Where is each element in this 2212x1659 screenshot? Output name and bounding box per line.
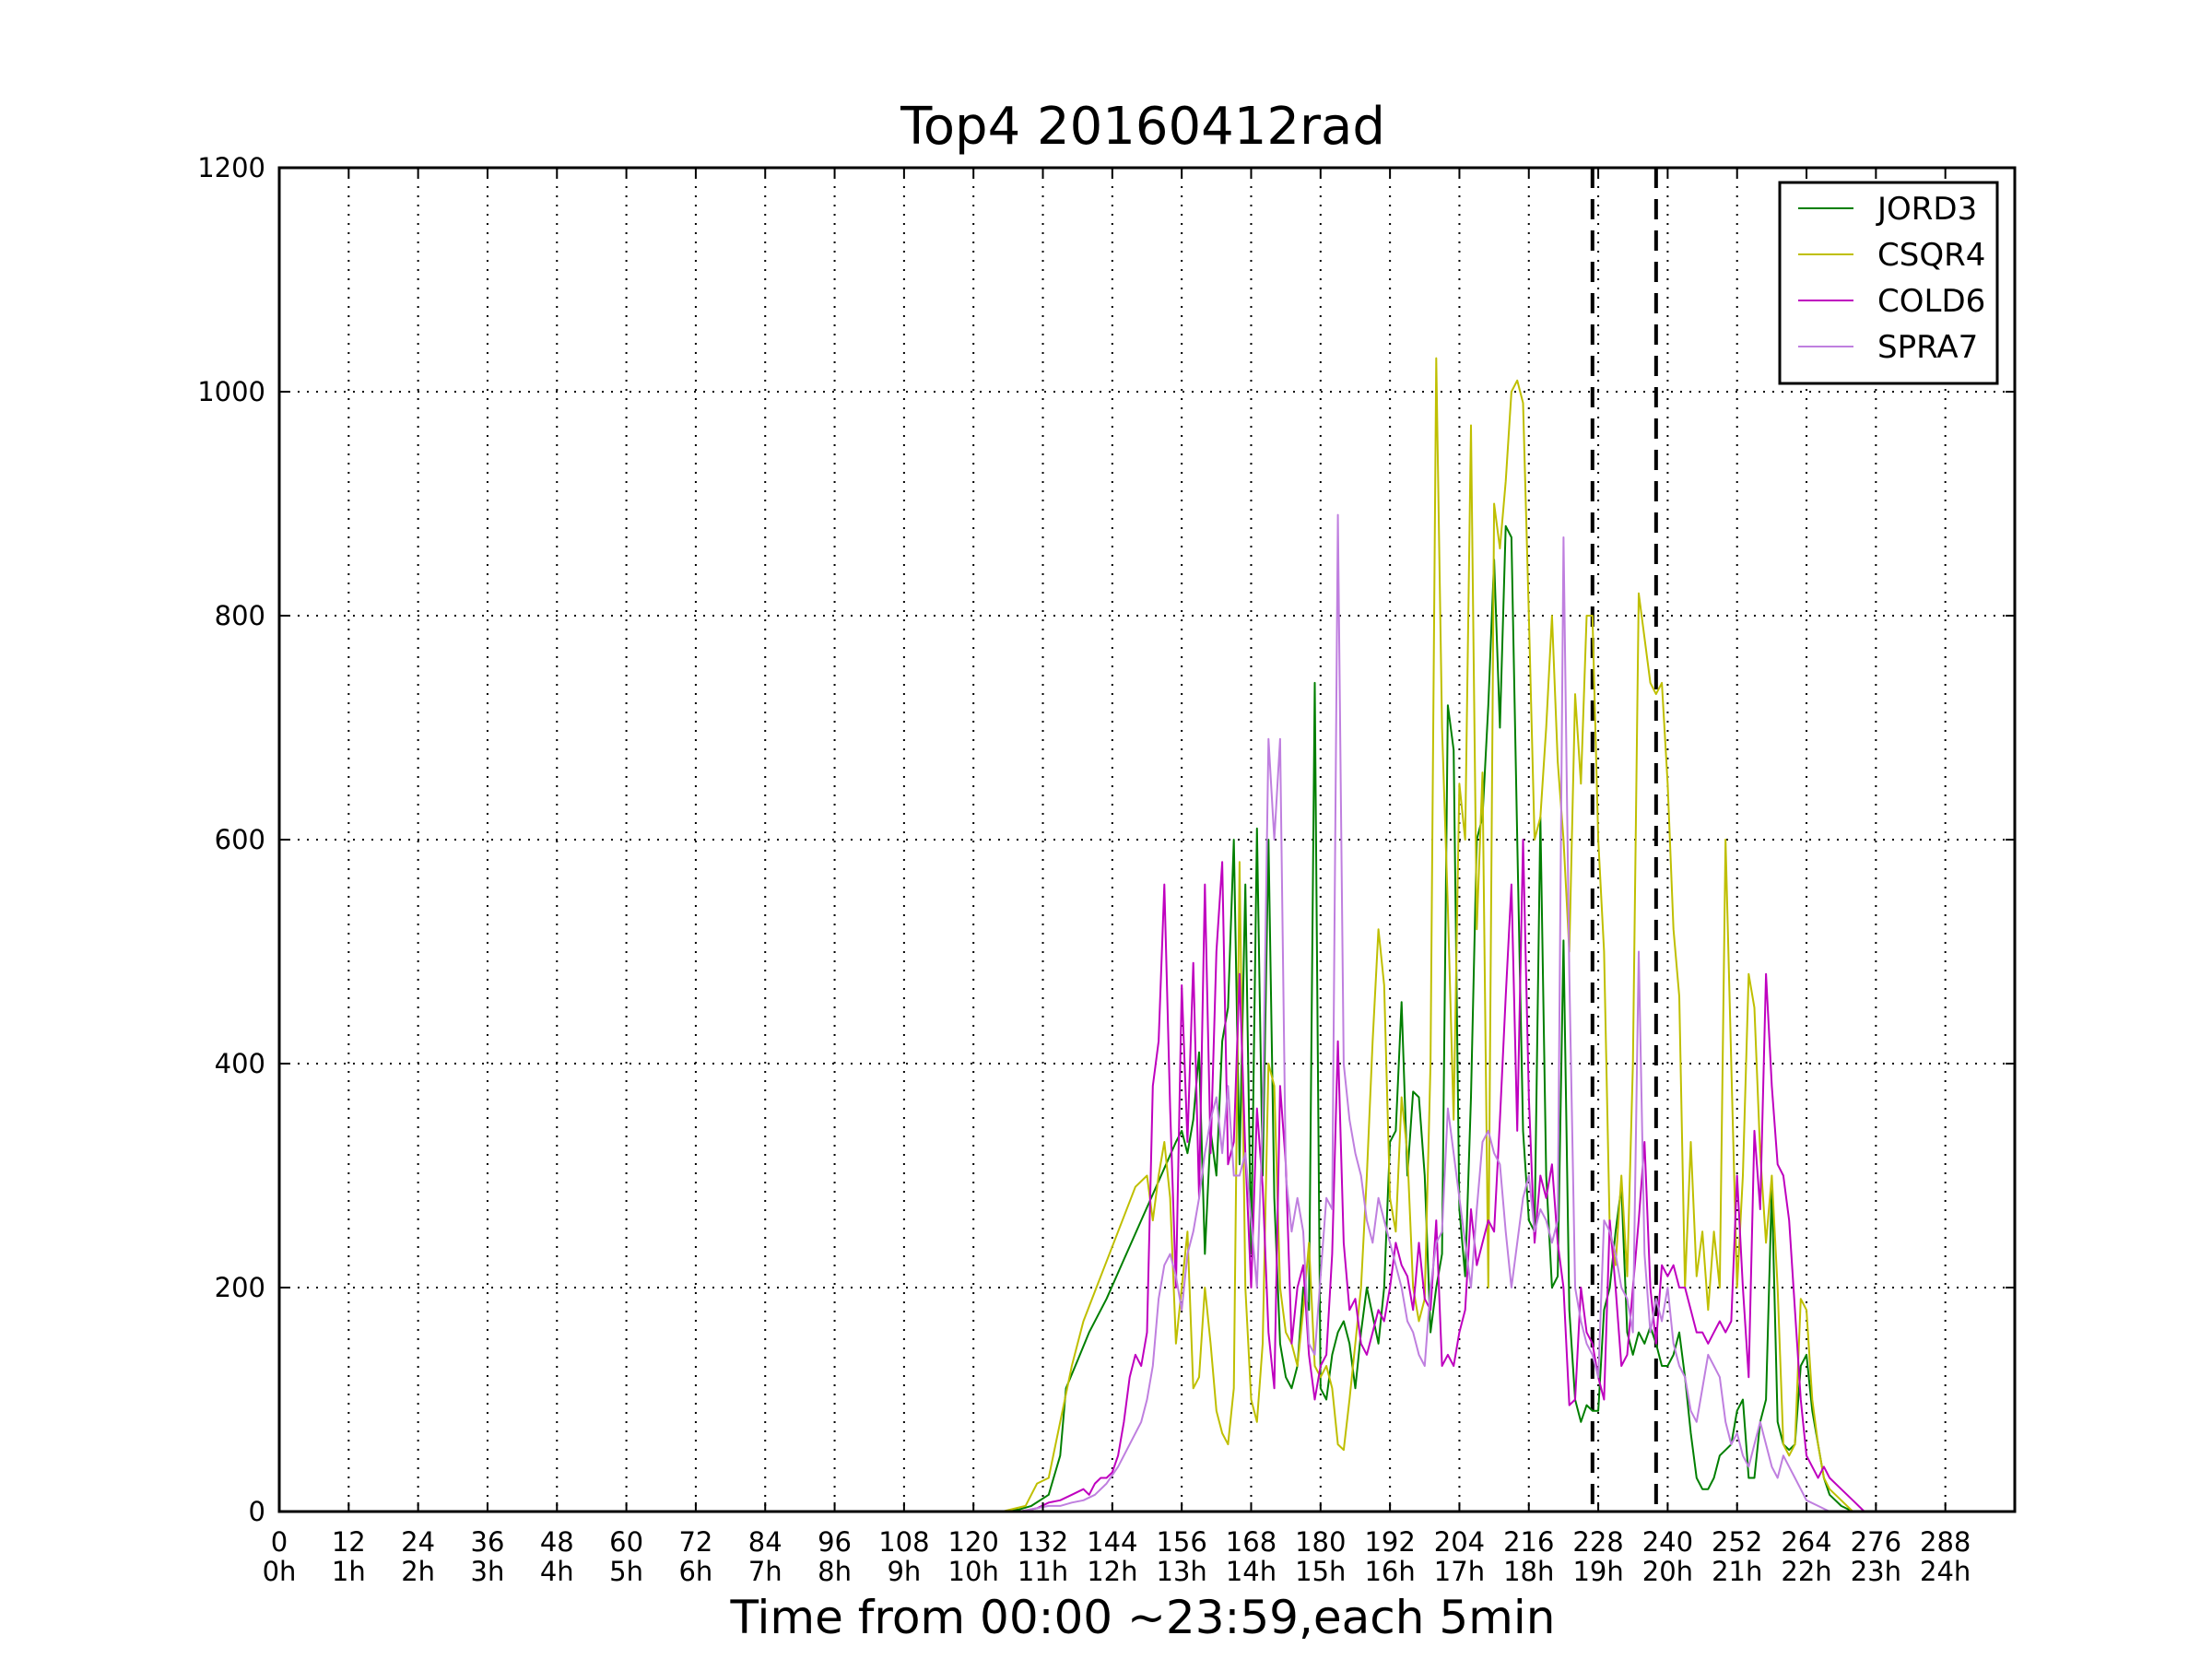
legend-label-cold6: COLD6	[1877, 283, 1985, 320]
x-tick-sublabel: 6h	[678, 1556, 712, 1587]
x-tick-label: 60	[609, 1526, 643, 1558]
x-tick-sublabel: 10h	[948, 1556, 999, 1587]
x-tick-label: 192	[1364, 1526, 1415, 1558]
x-tick-sublabel: 9h	[887, 1556, 921, 1587]
x-tick-sublabel: 23h	[1851, 1556, 1901, 1587]
x-tick-label: 156	[1156, 1526, 1206, 1558]
legend-label-jord3: JORD3	[1876, 191, 1977, 228]
x-tick-sublabel: 4h	[540, 1556, 574, 1587]
x-tick-label: 96	[818, 1526, 852, 1558]
x-tick-sublabel: 1h	[332, 1556, 366, 1587]
series-line-csqr4	[279, 357, 1853, 1512]
x-tick-label: 36	[471, 1526, 505, 1558]
x-tick-sublabel: 24h	[1920, 1556, 1971, 1587]
x-tick-label: 204	[1434, 1526, 1485, 1558]
legend: JORD3 CSQR4 COLD6 SPRA7	[1778, 181, 1999, 385]
x-tick-sublabel: 12h	[1087, 1556, 1137, 1587]
x-tick-label: 252	[1712, 1526, 1762, 1558]
series-line-cold6	[279, 839, 1865, 1512]
x-tick-label: 168	[1226, 1526, 1277, 1558]
x-tick-label: 228	[1572, 1526, 1623, 1558]
series-line-spra7	[279, 513, 1830, 1512]
x-tick-sublabel: 17h	[1434, 1556, 1485, 1587]
tick-labels: 00h121h242h363h484h605h726h847h968h1089h…	[197, 152, 2015, 1587]
x-tick-sublabel: 14h	[1226, 1556, 1277, 1587]
y-tick-label: 200	[215, 1272, 265, 1303]
x-tick-label: 24	[401, 1526, 435, 1558]
x-tick-label: 0	[271, 1526, 288, 1558]
x-tick-sublabel: 2h	[401, 1556, 435, 1587]
x-tick-sublabel: 7h	[748, 1556, 782, 1587]
x-tick-label: 132	[1018, 1526, 1068, 1558]
x-tick-sublabel: 13h	[1157, 1556, 1207, 1587]
legend-label-spra7: SPRA7	[1877, 329, 1978, 366]
x-tick-label: 180	[1295, 1526, 1346, 1558]
x-tick-sublabel: 22h	[1781, 1556, 1831, 1587]
x-tick-label: 276	[1851, 1526, 1901, 1558]
x-tick-sublabel: 20h	[1642, 1556, 1693, 1587]
x-tick-sublabel: 18h	[1503, 1556, 1554, 1587]
x-tick-sublabel: 15h	[1295, 1556, 1346, 1587]
x-tick-label: 72	[678, 1526, 712, 1558]
y-tick-label: 600	[215, 824, 265, 855]
x-tick-label: 12	[332, 1526, 366, 1558]
x-tick-label: 288	[1920, 1526, 1971, 1558]
x-tick-label: 48	[540, 1526, 574, 1558]
x-tick-sublabel: 21h	[1712, 1556, 1762, 1587]
chart-title: Top4 20160412rad	[900, 97, 1385, 157]
x-tick-sublabel: 11h	[1018, 1556, 1068, 1587]
x-tick-sublabel: 16h	[1364, 1556, 1415, 1587]
y-tick-label: 0	[249, 1496, 265, 1527]
y-tick-label: 400	[215, 1048, 265, 1079]
y-tick-label: 1200	[197, 152, 265, 183]
x-tick-label: 264	[1781, 1526, 1831, 1558]
grid	[279, 168, 2015, 1512]
x-tick-sublabel: 19h	[1572, 1556, 1623, 1587]
x-axis-label: Time from 00:00 ~23:59,each 5min	[730, 1591, 1556, 1644]
y-tick-label: 800	[215, 600, 265, 631]
x-tick-label: 216	[1503, 1526, 1554, 1558]
x-tick-sublabel: 3h	[471, 1556, 505, 1587]
dashed-markers	[1590, 168, 1658, 1512]
x-tick-label: 240	[1642, 1526, 1693, 1558]
y-tick-label: 1000	[197, 376, 265, 407]
legend-label-csqr4: CSQR4	[1877, 237, 1985, 274]
x-tick-label: 108	[878, 1526, 929, 1558]
x-tick-label: 84	[748, 1526, 782, 1558]
x-tick-sublabel: 8h	[818, 1556, 852, 1587]
x-tick-label: 120	[948, 1526, 999, 1558]
x-tick-label: 144	[1087, 1526, 1137, 1558]
legend-box	[1778, 181, 1999, 385]
series-lines	[279, 357, 1865, 1512]
series-line-jord3	[279, 524, 1853, 1512]
x-tick-sublabel: 5h	[609, 1556, 643, 1587]
x-tick-sublabel: 0h	[263, 1556, 297, 1587]
